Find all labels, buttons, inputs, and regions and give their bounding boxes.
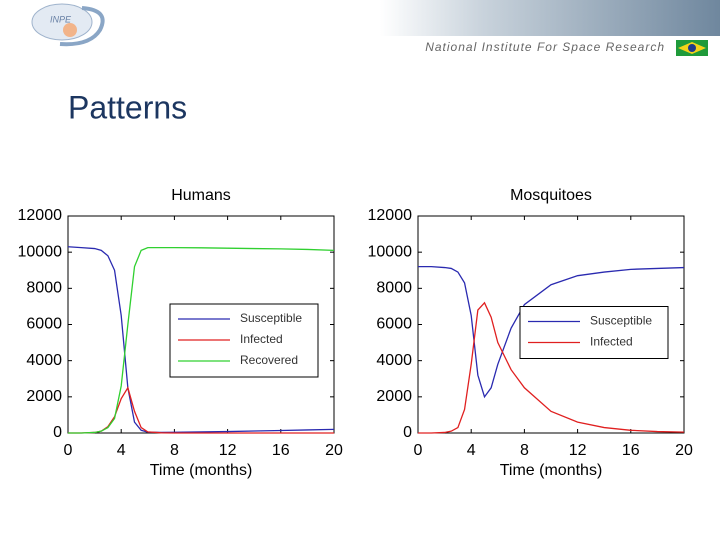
legend-label: Infected xyxy=(240,332,283,346)
y-tick-label: 12000 xyxy=(368,207,413,224)
y-tick-label: 2000 xyxy=(26,388,62,405)
series-line xyxy=(67,246,335,434)
x-tick-label: 12 xyxy=(219,442,237,459)
flag-circle xyxy=(688,44,696,52)
x-axis-label: Time (months) xyxy=(500,462,603,479)
x-tick-label: 4 xyxy=(117,442,126,459)
x-tick-label: 0 xyxy=(414,442,423,459)
x-tick-label: 8 xyxy=(520,442,529,459)
legend-label: Susceptible xyxy=(590,314,652,328)
x-tick-label: 12 xyxy=(569,442,587,459)
y-tick-label: 4000 xyxy=(26,352,62,369)
logo xyxy=(31,3,93,41)
x-tick-label: 4 xyxy=(467,442,476,459)
chart-title: Humans xyxy=(171,187,231,204)
y-tick-label: 6000 xyxy=(26,316,62,333)
legend-box xyxy=(519,306,669,359)
logo-text: INPE xyxy=(50,14,72,24)
institute-name: National Institute For Space Research xyxy=(425,40,665,54)
x-tick-label: 16 xyxy=(622,442,640,459)
x-tick-label: 20 xyxy=(325,442,343,459)
logo-dot xyxy=(63,23,77,37)
y-tick-label: 0 xyxy=(403,424,412,441)
y-tick-label: 8000 xyxy=(376,280,412,297)
y-tick-label: 4000 xyxy=(376,352,412,369)
y-tick-label: 8000 xyxy=(26,280,62,297)
y-tick-label: 10000 xyxy=(368,243,413,260)
x-tick-label: 16 xyxy=(272,442,290,459)
y-tick-label: 12000 xyxy=(18,207,63,224)
legend-label: Susceptible xyxy=(240,311,302,325)
y-tick-label: 2000 xyxy=(376,388,412,405)
y-tick-label: 6000 xyxy=(376,316,412,333)
header-image xyxy=(380,0,720,36)
legend-label: Recovered xyxy=(240,353,298,367)
logo-swoosh xyxy=(59,6,105,47)
legend-label: Infected xyxy=(590,335,633,349)
x-axis-label: Time (months) xyxy=(150,462,253,479)
x-tick-label: 8 xyxy=(170,442,179,459)
x-tick-label: 0 xyxy=(64,442,73,459)
x-tick-label: 20 xyxy=(675,442,693,459)
series-line xyxy=(418,301,685,434)
y-tick-label: 0 xyxy=(53,424,62,441)
series-line xyxy=(418,265,685,399)
y-tick-label: 10000 xyxy=(18,243,63,260)
chart-title: Mosquitoes xyxy=(510,187,592,204)
series-line xyxy=(68,247,335,434)
slide-title: Patterns xyxy=(68,89,187,125)
